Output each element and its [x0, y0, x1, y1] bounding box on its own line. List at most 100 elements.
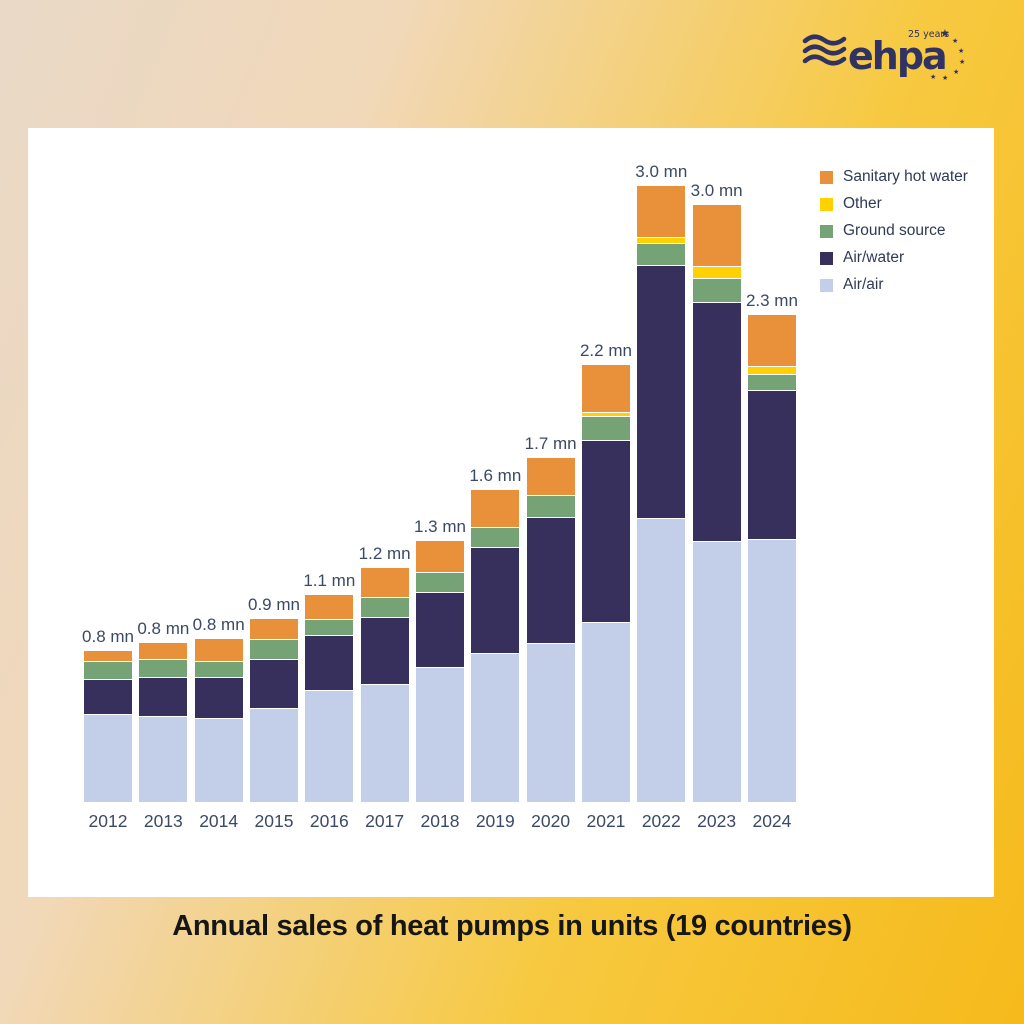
legend-item-sanitary-hot-water: Sanitary hot water — [820, 168, 968, 186]
bar-total-label: 1.6 mn — [469, 466, 522, 485]
svg-text:★: ★ — [953, 68, 959, 76]
bar-segment-air-air — [747, 539, 796, 802]
legend-label: Air/water — [843, 249, 905, 266]
bar-stack — [471, 490, 520, 802]
bar-stack — [360, 568, 409, 802]
bar-segment-sanitary-hot-water — [305, 595, 354, 619]
bar-total-label: 0.8 mn — [82, 627, 134, 646]
legend-label: Sanitary hot water — [843, 168, 968, 185]
bar-column-2021: 2.2 mn 2021 — [579, 341, 632, 837]
bar-segment-air-water — [360, 617, 409, 684]
svg-text:★: ★ — [930, 73, 936, 81]
bar-segment-other — [581, 412, 630, 416]
bar-column-2018: 1.3 mn 2018 — [413, 517, 466, 837]
bar-segment-air-air — [415, 667, 464, 802]
bar-column-2014: 0.8 mn 2014 — [192, 615, 245, 837]
axis-tick-year: 2012 — [88, 811, 128, 831]
bar-stack — [415, 541, 464, 802]
bar-segment-air-water — [415, 592, 464, 667]
bar-segment-other — [747, 366, 796, 374]
bar-total-label: 2.3 mn — [745, 291, 798, 310]
bar-segment-ground-source — [637, 243, 686, 265]
bar-segment-air-air — [471, 653, 520, 802]
legend-item-air-air: Air/air — [820, 276, 968, 294]
ehpa-logo: ehpa 25 years ★ ★ ★ ★ ★ ★ ★ — [802, 24, 970, 82]
bar-total-label: 1.3 mn — [413, 517, 466, 536]
bar-stack — [526, 458, 575, 802]
bar-stack — [194, 639, 243, 802]
bar-stack — [637, 186, 686, 802]
bar-segment-air-water — [637, 265, 686, 518]
axis-tick-year: 2018 — [420, 811, 460, 831]
bar-segment-air-water — [526, 517, 575, 643]
bar-segment-sanitary-hot-water — [415, 541, 464, 572]
svg-text:★: ★ — [952, 37, 958, 45]
bar-total-label: 2.2 mn — [579, 341, 632, 360]
bar-total-label: 1.2 mn — [358, 544, 411, 563]
bar-segment-sanitary-hot-water — [526, 458, 575, 495]
legend-item-air-water: Air/water — [820, 249, 968, 267]
bar-column-2020: 1.7 mn 2020 — [525, 434, 577, 837]
bar-segment-sanitary-hot-water — [249, 619, 298, 639]
bar-column-2016: 1.1 mn 2016 — [303, 571, 355, 837]
legend-label: Other — [843, 195, 882, 212]
bar-column-2022: 3.0 mn 2022 — [635, 162, 687, 837]
axis-tick-year: 2022 — [641, 811, 681, 831]
bar-segment-air-water — [139, 677, 188, 716]
bar-segment-sanitary-hot-water — [692, 205, 741, 266]
bar-segment-ground-source — [194, 661, 243, 677]
bar-segment-sanitary-hot-water — [194, 639, 243, 661]
bar-total-label: 3.0 mn — [690, 181, 743, 200]
svg-text:★: ★ — [942, 74, 948, 82]
bar-total-label: 0.8 mn — [192, 615, 245, 634]
bar-segment-air-air — [360, 684, 409, 802]
bar-segment-air-water — [249, 659, 298, 708]
bar-segment-ground-source — [139, 659, 188, 677]
axis-tick-year: 2019 — [475, 811, 515, 831]
axis-tick-year: 2024 — [752, 811, 792, 831]
bar-segment-air-water — [305, 635, 354, 690]
bar-stack — [84, 651, 132, 802]
bar-segment-other — [637, 237, 686, 243]
logo-stars-icon: ★ ★ ★ ★ ★ ★ ★ — [930, 27, 965, 82]
bar-segment-ground-source — [581, 416, 630, 440]
bar-total-label: 0.8 mn — [137, 619, 190, 638]
ehpa-logo-graphic: ehpa 25 years ★ ★ ★ ★ ★ ★ ★ — [802, 27, 965, 82]
bar-segment-ground-source — [360, 597, 409, 617]
legend-label: Ground source — [843, 222, 946, 239]
legend-swatch-icon — [820, 278, 833, 292]
bar-column-2013: 0.8 mn 2013 — [137, 619, 190, 837]
bar-segment-ground-source — [249, 639, 298, 659]
chart-card: 0.8 mn 2012 0.8 mn 2013 0.8 mn 2014 0.9 mn 2015… — [28, 128, 994, 897]
bar-column-2023: 3.0 mn 2023 — [690, 181, 743, 837]
bar-segment-sanitary-hot-water — [581, 365, 630, 412]
bar-segment-air-air — [581, 622, 630, 802]
bar-segment-other — [692, 266, 741, 278]
bar-segment-ground-source — [415, 572, 464, 592]
bar-segment-air-air — [139, 716, 188, 802]
bar-segment-air-water — [471, 547, 520, 653]
bar-segment-ground-source — [747, 374, 796, 390]
legend-item-other: Other — [820, 195, 968, 213]
bar-segment-ground-source — [84, 661, 132, 679]
bar-segment-ground-source — [526, 495, 575, 517]
bar-segment-ground-source — [471, 527, 520, 547]
svg-text:★: ★ — [959, 58, 965, 66]
axis-tick-year: 2020 — [531, 811, 571, 831]
axis-tick-year: 2023 — [697, 811, 737, 831]
svg-text:★: ★ — [940, 27, 950, 40]
axis-tick-year: 2016 — [309, 811, 349, 831]
axis-tick-year: 2015 — [254, 811, 294, 831]
axis-tick-year: 2013 — [143, 811, 183, 831]
axis-tick-year: 2021 — [586, 811, 626, 831]
bar-column-2019: 1.6 mn 2019 — [469, 466, 522, 837]
axis-tick-year: 2017 — [365, 811, 405, 831]
bar-column-2017: 1.2 mn 2017 — [358, 544, 411, 837]
bar-column-2012: 0.8 mn 2012 — [82, 627, 134, 837]
bar-segment-air-water — [194, 677, 243, 718]
bar-chart: 0.8 mn 2012 0.8 mn 2013 0.8 mn 2014 0.9 mn 2015… — [82, 128, 798, 837]
waves-icon — [802, 34, 847, 66]
bar-stack — [692, 205, 741, 802]
bar-segment-sanitary-hot-water — [84, 651, 132, 661]
bar-segment-air-water — [84, 679, 132, 714]
